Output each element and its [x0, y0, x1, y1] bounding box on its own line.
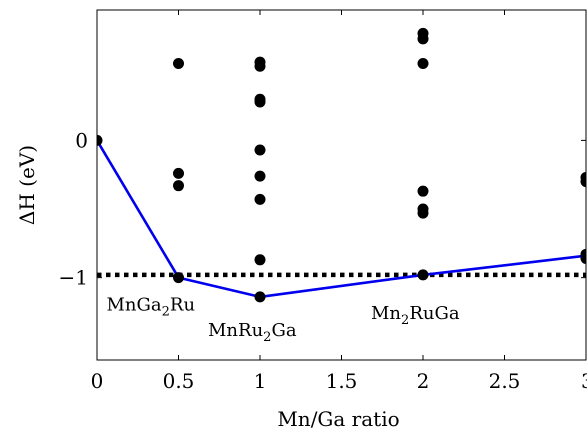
data-point-4	[173, 272, 184, 284]
data-point-8	[254, 96, 266, 108]
data-point-9	[254, 144, 266, 156]
x-tick-label-6: 3	[581, 369, 587, 393]
data-point-17	[417, 185, 429, 197]
data-point-13	[254, 291, 266, 303]
x-tick-label-1: 0.5	[163, 369, 195, 393]
data-point-15	[417, 33, 429, 45]
annotation-1: MnRu2Ga	[208, 320, 297, 345]
data-point-11	[254, 193, 266, 205]
data-point-20	[417, 269, 429, 281]
y-tick-label-0: 0	[75, 128, 88, 152]
data-point-16	[417, 58, 429, 70]
data-point-24	[580, 252, 586, 264]
data-point-19	[417, 207, 429, 219]
data-point-12	[254, 254, 266, 266]
x-tick-label-0: 0	[91, 369, 104, 393]
x-tick-label-5: 2.5	[489, 369, 521, 393]
x-tick-label-3: 1.5	[326, 369, 358, 393]
y-tick-label-1: −1	[59, 266, 88, 290]
data-point-22	[580, 176, 586, 188]
x-tick-label-4: 2	[417, 369, 430, 393]
data-point-1	[173, 58, 184, 70]
annotation-2: Mn2RuGa	[371, 303, 460, 328]
data-point-10	[254, 170, 266, 182]
x-axis-title: Mn/Ga ratio	[277, 407, 399, 431]
annotation-0: MnGa2Ru	[107, 295, 196, 320]
data-point-6	[254, 60, 266, 72]
x-tick-label-2: 1	[254, 369, 267, 393]
data-point-2	[173, 167, 184, 179]
data-point-3	[173, 180, 184, 192]
y-axis-title: ΔH (eV)	[15, 145, 39, 225]
